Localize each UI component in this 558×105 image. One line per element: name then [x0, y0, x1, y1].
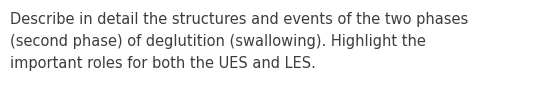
Text: Describe in detail the structures and events of the two phases: Describe in detail the structures and ev… [10, 12, 468, 27]
Text: important roles for both the UES and LES.: important roles for both the UES and LES… [10, 56, 316, 71]
Text: (second phase) of deglutition (swallowing). Highlight the: (second phase) of deglutition (swallowin… [10, 34, 426, 49]
